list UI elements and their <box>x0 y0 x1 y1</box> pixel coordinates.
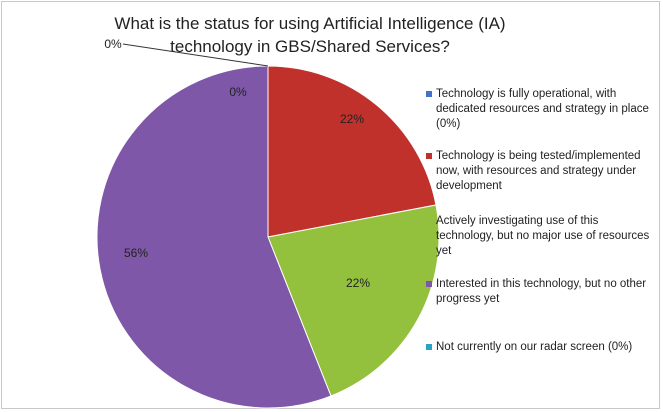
pie-slice-3 <box>267 204 440 397</box>
legend-swatch <box>426 344 432 350</box>
data-label-4: 56% <box>124 246 148 260</box>
legend-item-2: Technology is being tested/implemented n… <box>426 149 656 194</box>
leader-line <box>122 43 269 67</box>
legend-label: Not currently on our radar screen (0%) <box>436 341 633 353</box>
legend-swatch <box>426 91 432 97</box>
legend-item-1: Technology is fully operational, with de… <box>426 87 656 132</box>
legend-item-4: Interested in this technology, but no ot… <box>426 277 656 307</box>
legend: Technology is fully operational, with de… <box>426 87 656 372</box>
data-label-2: 22% <box>340 112 364 126</box>
data-label-1: 0% <box>104 37 122 51</box>
legend-swatch <box>426 218 432 224</box>
legend-label: Technology is being tested/implemented n… <box>436 150 641 192</box>
legend-item-3: Actively investigating use of this techn… <box>426 214 656 259</box>
legend-label: Actively investigating use of this techn… <box>436 215 650 257</box>
legend-label: Interested in this technology, but no ot… <box>436 278 647 305</box>
data-label-3: 22% <box>346 276 370 290</box>
pie-slice-4 <box>96 65 332 409</box>
legend-label: Technology is fully operational, with de… <box>436 88 649 130</box>
pie-slice-2 <box>267 65 437 238</box>
chart-title: What is the status for using Artificial … <box>114 14 506 56</box>
legend-item-5: Not currently on our radar screen (0%) <box>426 340 656 355</box>
legend-swatch <box>426 281 432 287</box>
data-label-5: 0% <box>229 85 247 99</box>
legend-swatch <box>426 153 432 159</box>
